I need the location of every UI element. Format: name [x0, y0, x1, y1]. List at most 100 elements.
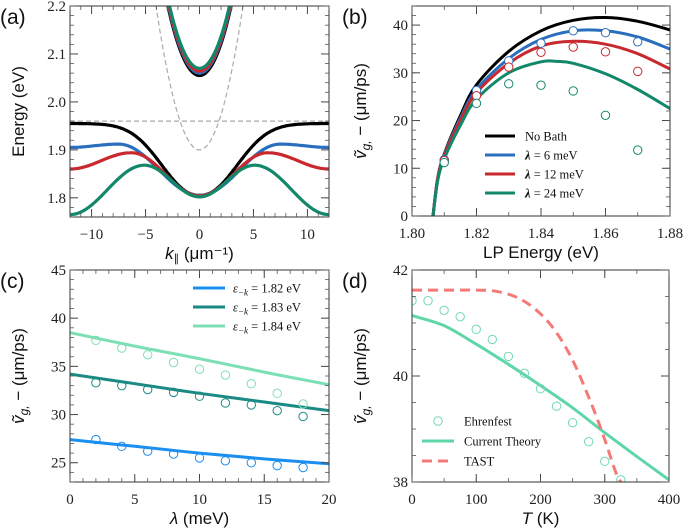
panel-label: (d) — [342, 270, 368, 293]
y-axis-label: ṽg, − (μm/ps) — [351, 63, 373, 159]
data-point — [633, 66, 643, 77]
y-tick-label: 1.8 — [47, 191, 66, 207]
y-axis-label-rest: − (μm/ps) — [351, 63, 370, 140]
y-tick-label: 2.1 — [47, 47, 66, 63]
ehrenfest-point — [519, 368, 530, 379]
y-tick-label: 1.9 — [47, 143, 66, 159]
data-point — [272, 460, 282, 471]
legend: ε−k = 1.82 eVε−k = 1.83 eVε−k = 1.84 eV — [193, 282, 301, 336]
y-axis-label: ṽg, − (μm/ps) — [9, 328, 31, 424]
data-point — [600, 28, 611, 38]
x-axis-label: T (K) — [522, 509, 560, 528]
x-tick-label: −10 — [80, 227, 103, 243]
data-point — [168, 449, 179, 459]
data-point — [246, 379, 257, 389]
legend-label-subscript: −k — [238, 307, 249, 317]
tast-line — [412, 288, 623, 482]
legend-label-subscript: −k — [238, 288, 249, 298]
data-point — [568, 26, 578, 36]
x-axis-label-rest: (K) — [532, 509, 559, 528]
data-point — [168, 357, 179, 368]
data-point — [220, 370, 231, 380]
data-point — [117, 343, 127, 353]
y-axis-label-rest: − (μm/ps) — [9, 328, 28, 405]
x-tick-label: 10 — [300, 227, 315, 243]
legend-marker — [433, 416, 443, 426]
ehrenfest-point — [423, 296, 433, 306]
legend-label-text: = 1.84 eV — [248, 320, 301, 334]
x-axis-label: LP Energy (eV) — [483, 243, 599, 262]
data-point — [633, 37, 643, 47]
upper-polariton-line — [166, 6, 233, 78]
y-axis-label: ṽg, − (μm/ps) — [351, 328, 373, 424]
data-point — [600, 110, 611, 120]
series-line — [70, 331, 329, 387]
legend-label: ε−k = 1.83 eV — [233, 301, 301, 317]
legend-label-symbol: ε — [233, 301, 238, 315]
x-axis-label: k∥ (μm⁻¹) — [165, 244, 234, 265]
y-tick-label: 45 — [51, 263, 66, 279]
panel-d: 0 100 200 300 400 38 40 42 (d) T (K) ṽg, − (μm/ps)… — [342, 263, 680, 528]
legend-label-text: = 1.82 eV — [248, 282, 301, 296]
data-point — [536, 38, 546, 48]
ehrenfest-point — [600, 456, 610, 467]
data-point — [439, 157, 449, 168]
data-point — [143, 384, 153, 395]
y-tick-label: 2.0 — [47, 95, 66, 111]
x-tick-label: 1.80 — [399, 226, 425, 242]
x-tick-label: 200 — [529, 492, 552, 508]
upper-polariton-line — [167, 6, 232, 73]
data-point — [568, 42, 578, 52]
plot-frame — [411, 5, 671, 217]
x-tick-label: 10 — [192, 492, 207, 508]
legend: Ehrenfest Current Theory TAST — [422, 415, 542, 469]
ehrenfest-point — [567, 417, 578, 428]
y-tick-label: 0 — [401, 209, 409, 225]
legend-label-text: = 6 meV — [531, 149, 578, 163]
x-axis-label-subscript: ∥ — [174, 253, 180, 265]
series-line — [70, 438, 329, 466]
panel-label: (a) — [0, 6, 26, 29]
data-point — [143, 446, 153, 456]
x-axis-label-symbol: λ — [169, 509, 178, 528]
ehrenfest-point — [487, 334, 498, 345]
x-tick-label: 0 — [66, 492, 74, 508]
data-point — [568, 86, 578, 96]
legend-label: TAST — [464, 455, 495, 469]
legend-label-symbol: λ — [524, 187, 531, 201]
legend-label: ε−k = 1.82 eV — [233, 282, 301, 298]
legend-label: λ = 24 meV — [524, 187, 584, 201]
legend-label-symbol: ε — [233, 320, 238, 334]
y-tick-label: 30 — [393, 66, 408, 82]
data-point — [536, 80, 546, 90]
x-tick-label: 0 — [408, 492, 416, 508]
y-axis-label-rest: − (μm/ps) — [351, 328, 370, 405]
legend-label: Ehrenfest — [464, 415, 512, 429]
x-axis-label-rest: (meV) — [178, 509, 229, 528]
data-point — [536, 47, 546, 57]
upper-polariton-line — [166, 6, 233, 75]
ehrenfest-point — [583, 437, 594, 447]
legend-label-symbol: λ — [524, 168, 531, 182]
y-tick-label: 40 — [393, 18, 408, 34]
data-point — [272, 405, 282, 416]
data-point — [220, 456, 231, 466]
data-point — [298, 399, 308, 409]
plot-frame — [69, 5, 330, 218]
x-tick-label: 5 — [131, 492, 139, 508]
ehrenfest-point — [439, 305, 449, 315]
x-axis-label: λ (meV) — [169, 509, 229, 528]
upper-polariton-line — [167, 6, 232, 70]
x-tick-label: 5 — [250, 227, 258, 243]
x-tick-label: 0 — [196, 227, 204, 243]
ehrenfest-point — [551, 401, 562, 411]
legend-label-symbol: λ — [524, 149, 531, 163]
legend-label: ε−k = 1.84 eV — [233, 320, 301, 336]
y-axis-label-symbol: ṽ — [9, 414, 28, 424]
y-tick-label: 35 — [51, 359, 66, 375]
ehrenfest-point — [455, 311, 465, 322]
data-point — [272, 388, 282, 399]
data-point — [633, 145, 643, 155]
y-axis-label-symbol: ṽ — [351, 414, 370, 424]
